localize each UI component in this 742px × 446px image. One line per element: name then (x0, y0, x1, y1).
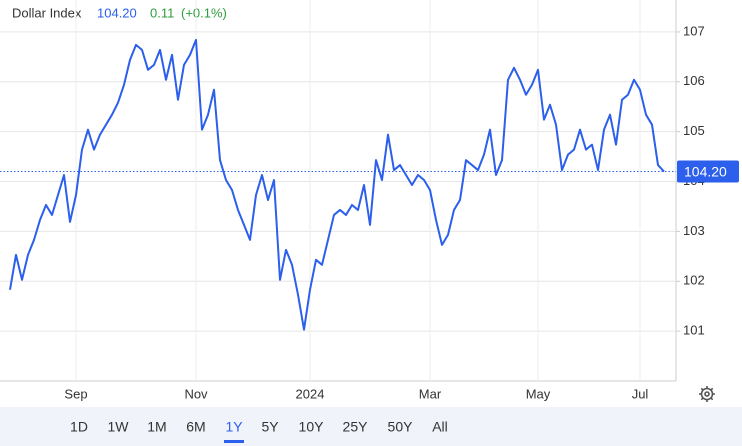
x-tick-label: May (526, 386, 551, 401)
range-button[interactable]: 5Y (261, 419, 279, 435)
x-tick-label: Sep (64, 386, 87, 401)
range-button[interactable]: 10Y (299, 419, 325, 435)
x-tick-label: Nov (184, 386, 208, 401)
y-tick-label: 105 (683, 123, 705, 138)
y-tick-label: 107 (683, 23, 705, 38)
range-button[interactable]: 1M (147, 419, 166, 435)
range-button[interactable]: All (432, 419, 448, 435)
range-button[interactable]: 6M (186, 419, 205, 435)
y-tick-label: 103 (683, 223, 705, 238)
gear-teeth (699, 386, 715, 402)
x-tick-label: Mar (419, 386, 442, 401)
change-percent: (+0.1%) (181, 5, 227, 20)
change: 0.11 (150, 5, 174, 20)
last-value-badge (677, 160, 739, 183)
settings-icon[interactable] (699, 386, 715, 402)
y-tick-label: 106 (683, 73, 705, 88)
y-tick-label: 102 (683, 273, 705, 288)
x-tick-label: 2024 (296, 386, 325, 401)
range-selected-underline (224, 440, 244, 443)
gear-ring (700, 387, 714, 401)
range-button[interactable]: 1W (108, 419, 130, 435)
price: 104.20 (97, 5, 137, 20)
gear-hub (704, 391, 710, 397)
chart-title: Dollar Index (12, 5, 82, 20)
y-tick-label: 101 (683, 323, 705, 338)
range-button[interactable]: 1D (70, 419, 88, 435)
range-button[interactable]: 1Y (225, 419, 243, 435)
range-button[interactable]: 50Y (388, 419, 414, 435)
range-bar (0, 407, 742, 446)
last-value-label: 104.20 (684, 163, 727, 179)
x-tick-label: Jul (632, 386, 649, 401)
data-line (9, 38, 665, 331)
range-button[interactable]: 25Y (343, 419, 369, 435)
